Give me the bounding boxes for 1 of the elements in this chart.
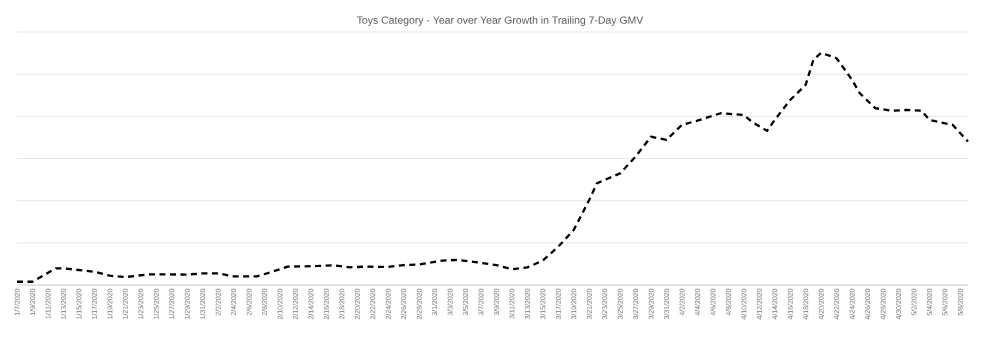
chart-title: Toys Category - Year over Year Growth in Trailing 7-Day GMV bbox=[356, 16, 644, 26]
